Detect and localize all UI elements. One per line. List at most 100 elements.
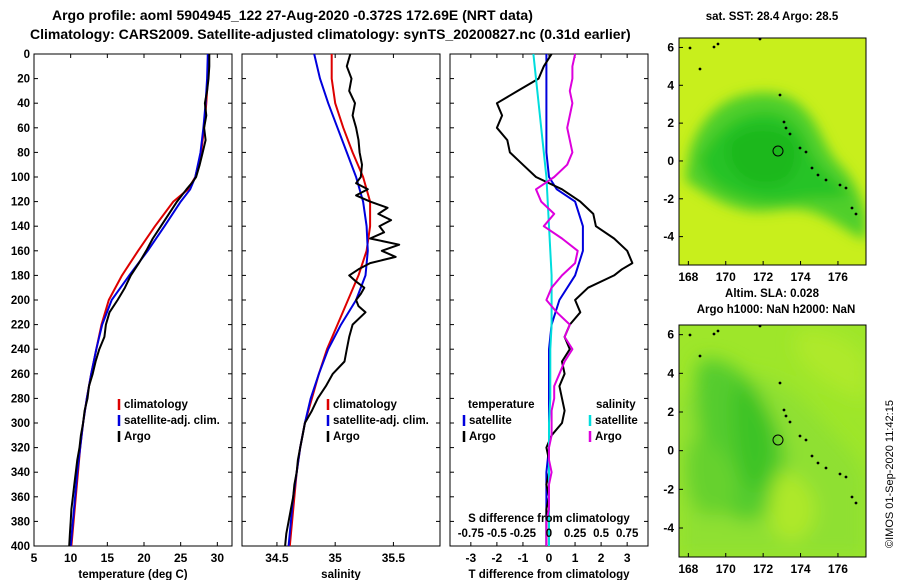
map-y-tick-label: 6 bbox=[667, 328, 674, 342]
y-tick-label: 160 bbox=[11, 246, 30, 258]
header-line-2: Climatology: CARS2009. Satellite-adjuste… bbox=[30, 26, 631, 42]
temperature-series-satellite-adj-clim- bbox=[69, 53, 209, 547]
x-tick-label: 5 bbox=[31, 551, 38, 565]
sst-map-axes: 168 170 172 174 176 6 4 2 0 -2 -4 bbox=[663, 40, 848, 284]
y-tick-label: 80 bbox=[17, 147, 30, 159]
temperature-panel: 0 20 40 60 80 100 120 140 160 180 200 220 240 260 280 3… bbox=[11, 49, 233, 580]
sla-map-field bbox=[679, 325, 866, 557]
salinity-series-argo bbox=[284, 53, 401, 547]
x-tick-label: 10 bbox=[64, 551, 78, 565]
difference-series-s-argo bbox=[535, 53, 579, 546]
map-x-tick-label: 172 bbox=[753, 270, 773, 284]
legend-label-s-satellite: satellite bbox=[595, 415, 638, 427]
y-tick-label: 200 bbox=[11, 295, 30, 307]
y-tick-label: 20 bbox=[17, 74, 30, 86]
x-tick-label: 2 bbox=[598, 551, 605, 565]
x-tick-label: 20 bbox=[137, 551, 151, 565]
y-tick-label: 340 bbox=[11, 467, 30, 479]
y-tick-label: 400 bbox=[11, 541, 30, 553]
temperature-xlabel: temperature (deg C) bbox=[78, 569, 187, 580]
legend-label-t-argo: Argo bbox=[469, 431, 496, 443]
legend-label-argo: Argo bbox=[333, 431, 360, 443]
legend-label-satellite: satellite-adj. clim. bbox=[333, 415, 429, 427]
sla-coastline bbox=[688, 325, 858, 505]
diff-top-axis-label: 0 bbox=[546, 528, 552, 540]
map-y-tick-label: 0 bbox=[667, 444, 674, 458]
map-y-tick-label: -2 bbox=[663, 482, 674, 496]
difference-legend: temperature satellite Argo salinity sate… bbox=[462, 399, 638, 443]
sst-map-title: sat. SST: 28.4 Argo: 28.5 bbox=[706, 11, 839, 23]
map-x-tick-label: 168 bbox=[678, 270, 698, 284]
x-tick-label: 3 bbox=[624, 551, 631, 565]
map-y-tick-label: 0 bbox=[667, 154, 674, 168]
diff-top-axis-label: -0.5 bbox=[487, 528, 507, 540]
legend-label-argo: Argo bbox=[124, 431, 151, 443]
legend-label-climatology: climatology bbox=[333, 399, 398, 411]
x-tick-label: 35 bbox=[328, 551, 342, 565]
temperature-series-argo bbox=[68, 54, 211, 547]
map-y-tick-label: 2 bbox=[667, 405, 674, 419]
temperature-frame bbox=[33, 53, 233, 547]
sst-map-field bbox=[679, 38, 866, 265]
diff-top-axis-label: 0.25 bbox=[564, 528, 587, 540]
sla-map-frame bbox=[678, 324, 867, 558]
legend-label-climatology: climatology bbox=[124, 399, 189, 411]
diff-top-axis-label: 0.5 bbox=[593, 528, 610, 540]
temperature-legend: climatology satellite-adj. clim. Argo bbox=[117, 399, 220, 443]
x-tick-label: -1 bbox=[518, 551, 529, 565]
legend-label-satellite: satellite-adj. clim. bbox=[124, 415, 220, 427]
map-y-tick-label: 4 bbox=[667, 78, 674, 92]
map-x-tick-label: 176 bbox=[828, 270, 848, 284]
x-tick-label: 34.5 bbox=[265, 551, 289, 565]
x-tick-label: 35.5 bbox=[382, 551, 406, 565]
legend-title-salinity: salinity bbox=[596, 399, 636, 411]
sla-map-title-1: Altim. SLA: 0.028 bbox=[725, 288, 820, 300]
y-tick-label: 220 bbox=[11, 320, 30, 332]
map-x-tick-label: 168 bbox=[678, 562, 698, 576]
y-tick-label: 320 bbox=[11, 443, 30, 455]
map-y-tick-label: -4 bbox=[663, 230, 674, 244]
map-x-tick-label: 172 bbox=[753, 562, 773, 576]
x-tick-label: 25 bbox=[174, 551, 188, 565]
x-tick-label: 30 bbox=[211, 551, 225, 565]
map-y-tick-label: -4 bbox=[663, 521, 674, 535]
legend-label-s-argo: Argo bbox=[595, 431, 622, 443]
y-tick-label: 380 bbox=[11, 516, 30, 528]
map-y-tick-label: 4 bbox=[667, 366, 674, 380]
y-tick-label: 120 bbox=[11, 197, 30, 209]
y-tick-label: 360 bbox=[11, 492, 30, 504]
sst-coastline bbox=[688, 38, 858, 216]
salinity-legend: climatology satellite-adj. clim. Argo bbox=[326, 399, 429, 443]
difference-panel: -3 -2 -1 0 1 2 3 T difference from climatology S… bbox=[449, 53, 649, 580]
diff-top-axis-title: S difference from climatology bbox=[468, 513, 630, 525]
sst-map-frame bbox=[678, 37, 867, 266]
sst-argo-marker bbox=[772, 145, 784, 157]
salinity-xlabel: salinity bbox=[321, 569, 361, 580]
diff-top-axis-label: -0.25 bbox=[510, 528, 537, 540]
map-y-tick-label: 2 bbox=[667, 116, 674, 130]
map-x-tick-label: 170 bbox=[716, 562, 736, 576]
y-tick-label: 0 bbox=[24, 49, 30, 61]
x-tick-label: 0 bbox=[546, 551, 553, 565]
map-y-tick-label: 6 bbox=[667, 40, 674, 54]
map-y-tick-label: -2 bbox=[663, 192, 674, 206]
y-tick-label: 260 bbox=[11, 369, 30, 381]
diff-top-axis-label: -0.75 bbox=[458, 528, 485, 540]
sla-map-title-2: Argo h1000: NaN h2000: NaN bbox=[697, 304, 856, 316]
y-tick-label: 40 bbox=[17, 98, 30, 110]
difference-xlabel: T difference from climatology bbox=[468, 569, 630, 580]
salinity-panel: 34.5 35 35.5 salinity bbox=[241, 53, 441, 580]
x-tick-label: -2 bbox=[492, 551, 503, 565]
y-tick-label: 240 bbox=[11, 344, 30, 356]
x-tick-label: -3 bbox=[466, 551, 477, 565]
map-x-tick-label: 170 bbox=[716, 270, 736, 284]
sla-map-axes: 168 170 172 174 176 6 4 2 0 -2 -4 bbox=[663, 328, 848, 576]
y-tick-label: 280 bbox=[11, 393, 30, 405]
imos-credit: ©IMOS 01-Sep-2020 11:42:15 bbox=[884, 400, 896, 548]
y-tick-label: 180 bbox=[11, 270, 30, 282]
map-x-tick-label: 174 bbox=[791, 270, 811, 284]
y-tick-label: 100 bbox=[11, 172, 30, 184]
diff-top-axis-label: 0.75 bbox=[616, 528, 639, 540]
sla-argo-marker bbox=[772, 434, 784, 446]
